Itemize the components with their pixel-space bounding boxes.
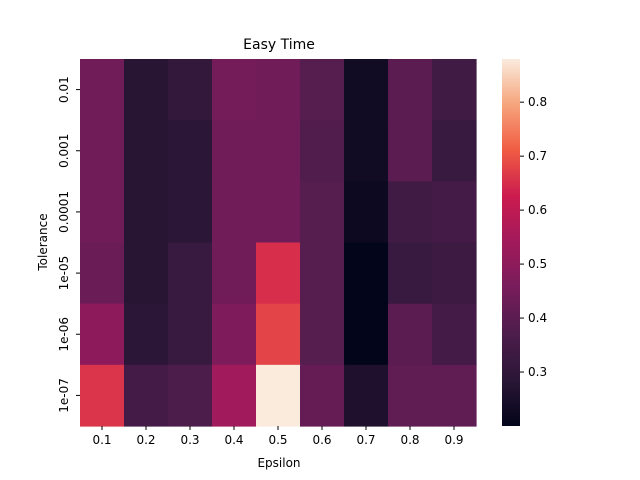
heatmap-cell bbox=[168, 242, 213, 305]
heatmap-cell bbox=[300, 59, 345, 121]
heatmap-cell bbox=[344, 120, 389, 182]
heatmap-cells bbox=[80, 59, 477, 427]
x-axis-label: Epsilon bbox=[257, 456, 300, 470]
heatmap-cell bbox=[388, 181, 433, 244]
heatmap-cell bbox=[212, 181, 257, 244]
x-tick-label: 0.1 bbox=[92, 433, 111, 447]
y-tick-label: 0.0001 bbox=[57, 191, 71, 233]
x-tick-label: 0.5 bbox=[268, 433, 287, 447]
heatmap-cell bbox=[432, 120, 477, 182]
y-tick-label: 0.01 bbox=[57, 76, 71, 103]
chart-title: Easy Time bbox=[243, 37, 315, 53]
heatmap-cell bbox=[300, 364, 345, 427]
heatmap-cell bbox=[212, 120, 257, 182]
heatmap-cell bbox=[388, 242, 433, 305]
heatmap-cell bbox=[344, 364, 389, 427]
heatmap-cell bbox=[256, 181, 301, 244]
heatmap-cell bbox=[80, 59, 125, 121]
heatmap-cell bbox=[344, 242, 389, 305]
x-axis-ticks: 0.1 0.2 0.3 0.4 0.5 0.6 0.7 0.8 0.9 bbox=[92, 426, 464, 447]
heatmap-cell bbox=[124, 364, 169, 427]
heatmap-cell bbox=[124, 181, 169, 244]
heatmap-cell bbox=[256, 364, 301, 427]
heatmap-cell bbox=[168, 364, 213, 427]
heatmap-cell bbox=[256, 59, 301, 121]
heatmap-cell bbox=[212, 303, 257, 366]
heatmap-cell bbox=[344, 59, 389, 121]
y-tick-label: 1e-06 bbox=[57, 317, 71, 352]
heatmap-cell bbox=[300, 181, 345, 244]
heatmap-cell bbox=[388, 303, 433, 366]
heatmap-cell bbox=[80, 303, 125, 366]
heatmap-cell bbox=[388, 59, 433, 121]
heatmap-cell bbox=[124, 120, 169, 182]
heatmap-cell bbox=[432, 59, 477, 121]
colorbar-tick-label: 0.8 bbox=[528, 95, 547, 109]
colorbar-tick-label: 0.6 bbox=[528, 203, 547, 217]
heatmap-cell bbox=[256, 120, 301, 182]
colorbar-tick-label: 0.5 bbox=[528, 257, 547, 271]
heatmap-cell bbox=[388, 364, 433, 427]
heatmap-cell bbox=[432, 242, 477, 305]
heatmap-cell bbox=[344, 181, 389, 244]
y-tick-label: 0.001 bbox=[57, 134, 71, 168]
y-tick-label: 1e-05 bbox=[57, 256, 71, 291]
heatmap-cell bbox=[168, 303, 213, 366]
heatmap-cell bbox=[80, 364, 125, 427]
heatmap-cell bbox=[256, 303, 301, 366]
x-tick-label: 0.7 bbox=[356, 433, 375, 447]
colorbar-ticks: 0.3 0.4 0.5 0.6 0.7 0.8 bbox=[520, 95, 547, 379]
heatmap-cell bbox=[256, 242, 301, 305]
y-axis-label: Tolerance bbox=[36, 213, 50, 271]
x-tick-label: 0.9 bbox=[444, 433, 463, 447]
heatmap-cell bbox=[432, 303, 477, 366]
colorbar-tick-label: 0.7 bbox=[528, 149, 547, 163]
y-axis-ticks: 0.01 0.001 0.0001 1e-05 1e-06 1e-07 bbox=[57, 76, 80, 413]
heatmap-cell bbox=[300, 303, 345, 366]
x-tick-label: 0.2 bbox=[136, 433, 155, 447]
heatmap-cell bbox=[212, 364, 257, 427]
x-tick-label: 0.8 bbox=[400, 433, 419, 447]
heatmap-cell bbox=[80, 242, 125, 305]
x-tick-label: 0.3 bbox=[180, 433, 199, 447]
heatmap-cell bbox=[388, 120, 433, 182]
heatmap-cell bbox=[432, 181, 477, 244]
heatmap-cell bbox=[124, 242, 169, 305]
colorbar-tick-label: 0.4 bbox=[528, 311, 547, 325]
heatmap-cell bbox=[80, 120, 125, 182]
heatmap-cell bbox=[300, 242, 345, 305]
heatmap-cell bbox=[212, 242, 257, 305]
x-tick-label: 0.6 bbox=[312, 433, 331, 447]
heatmap-cell bbox=[344, 303, 389, 366]
heatmap-cell bbox=[168, 59, 213, 121]
heatmap-cell bbox=[432, 364, 477, 427]
heatmap-cell bbox=[168, 120, 213, 182]
heatmap-cell bbox=[124, 303, 169, 366]
heatmap-cell bbox=[212, 59, 257, 121]
colorbar bbox=[502, 59, 520, 426]
heatmap-cell bbox=[124, 59, 169, 121]
x-tick-label: 0.4 bbox=[224, 433, 243, 447]
heatmap-cell bbox=[168, 181, 213, 244]
y-tick-label: 1e-07 bbox=[57, 378, 71, 413]
heatmap-cell bbox=[80, 181, 125, 244]
heatmap-cell bbox=[300, 120, 345, 182]
colorbar-tick-label: 0.3 bbox=[528, 365, 547, 379]
